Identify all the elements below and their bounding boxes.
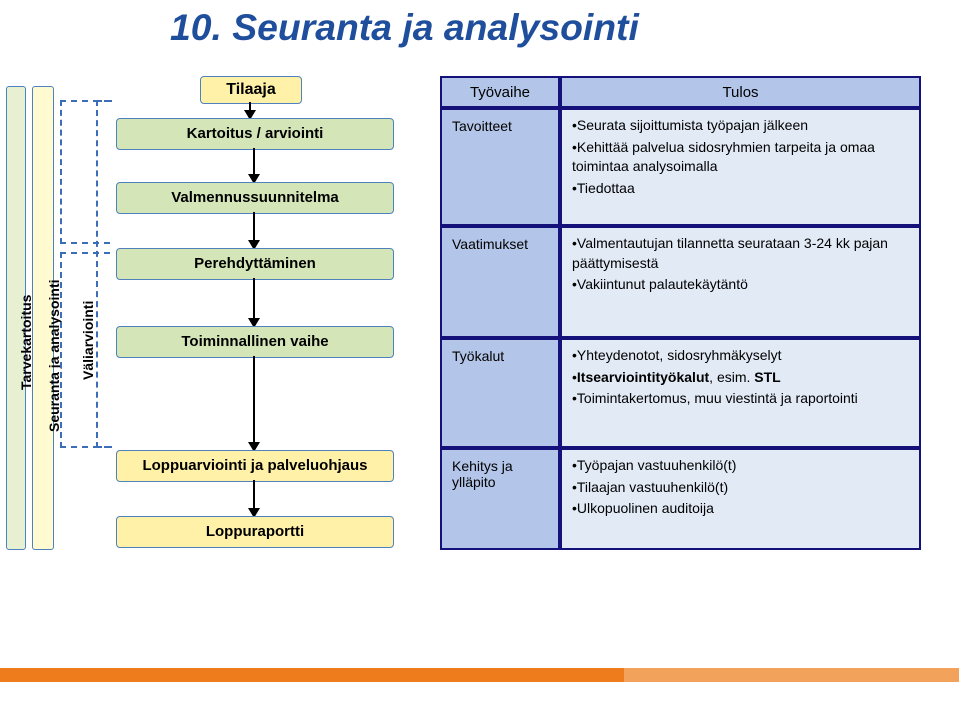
table-row-label: Kehitys ja ylläpito: [440, 448, 560, 550]
flow-box: Perehdyttäminen: [116, 248, 394, 280]
list-item: •Työpajan vastuuhenkilö(t): [572, 456, 909, 476]
flow-box: Valmennussuunnitelma: [116, 182, 394, 214]
list-item: •Seurata sijoittumista työpajan jälkeen: [572, 116, 909, 136]
table-row-body: •Seurata sijoittumista työpajan jälkeen•…: [560, 108, 921, 226]
bracket: [96, 100, 112, 448]
list-item: •Yhteydenotot, sidosryhmäkyselyt: [572, 346, 909, 366]
flow-box: Tilaaja: [200, 76, 302, 104]
table-row-label: Vaatimukset: [440, 226, 560, 338]
flow-box: Kartoitus / arviointi: [116, 118, 394, 150]
table-row-label: Työkalut: [440, 338, 560, 448]
list-item: •Valmentautujan tilannetta seurataan 3-2…: [572, 234, 909, 273]
list-item: •Tilaajan vastuuhenkilö(t): [572, 478, 909, 498]
table-row-body: •Työpajan vastuuhenkilö(t)•Tilaajan vast…: [560, 448, 921, 550]
table-row-body: •Yhteydenotot, sidosryhmäkyselyt•Itsearv…: [560, 338, 921, 448]
table-row-label: Tavoitteet: [440, 108, 560, 226]
flow-box: Loppuarviointi ja palveluohjaus: [116, 450, 394, 482]
list-item: •Toimintakertomus, muu viestintä ja rapo…: [572, 389, 909, 409]
list-item: •Tiedottaa: [572, 179, 909, 199]
flow-box: Toiminnallinen vaihe: [116, 326, 394, 358]
table-head-right: Tulos: [560, 76, 921, 108]
page-title: 10. Seuranta ja analysointi: [170, 6, 639, 49]
list-item: •Itsearviointityökalut, esim. STL: [572, 368, 909, 388]
list-item: •Vakiintunut palautekäytäntö: [572, 275, 909, 295]
table-head-left: Työvaihe: [440, 76, 560, 108]
table-row-body: •Valmentautujan tilannetta seurataan 3-2…: [560, 226, 921, 338]
flow-box: Loppuraportti: [116, 516, 394, 548]
list-item: •Ulkopuolinen auditoija: [572, 499, 909, 519]
list-item: •Kehittää palvelua sidosryhmien tarpeita…: [572, 138, 909, 177]
footer-accent: [0, 668, 959, 682]
